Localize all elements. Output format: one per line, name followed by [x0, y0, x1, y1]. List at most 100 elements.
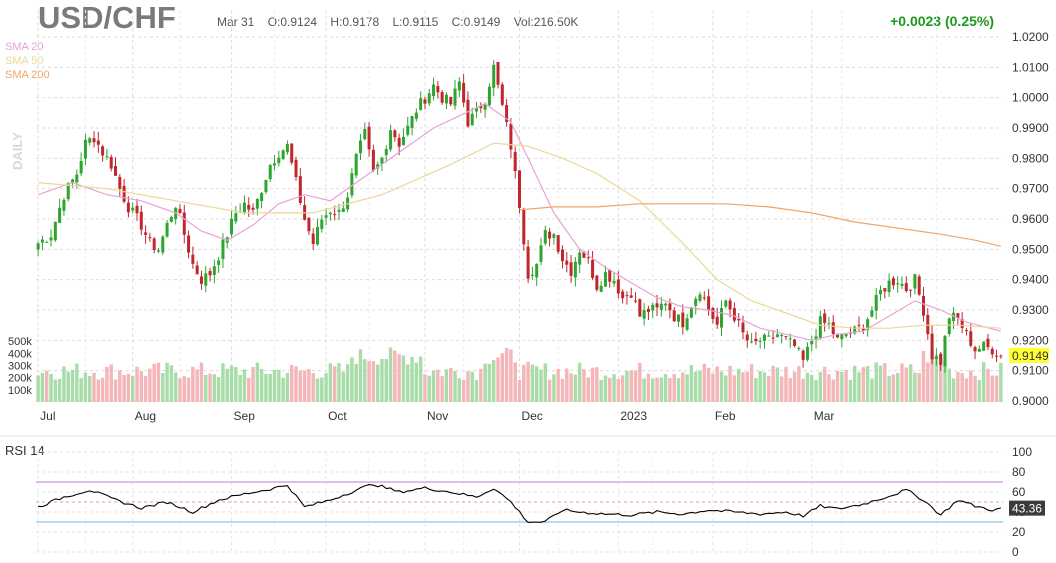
y-tick-label: 0.9200	[1012, 333, 1049, 347]
candle-body	[737, 319, 741, 321]
volume-tick-label: 300k	[8, 360, 32, 372]
candle-body	[324, 215, 328, 218]
volume-bar	[797, 366, 801, 402]
volume-bar	[728, 365, 732, 402]
volume-bar	[272, 369, 277, 402]
candle-body	[419, 98, 423, 110]
volume-bar	[818, 371, 823, 402]
candle-body	[668, 303, 672, 311]
volume-bar	[436, 369, 440, 402]
volume-bar	[603, 375, 608, 402]
volume-bar	[388, 347, 393, 402]
candle-body	[569, 262, 573, 276]
candle-body	[702, 297, 706, 299]
volume-bar	[143, 375, 148, 402]
y-tick-label: 0.9600	[1012, 212, 1049, 226]
volume-bar	[122, 374, 126, 402]
volume-bar	[345, 364, 350, 402]
sma20-line	[37, 103, 1002, 341]
candle-body	[814, 336, 818, 340]
candle-body	[135, 205, 139, 214]
candle-body	[311, 233, 315, 245]
volume-bar	[130, 375, 135, 402]
volume-bar	[994, 375, 999, 402]
volume-bar	[186, 377, 191, 402]
volume-bar	[513, 362, 517, 402]
volume-bar	[57, 378, 62, 402]
candle-body	[801, 350, 805, 360]
candle-body	[672, 310, 676, 322]
volume-bar	[934, 354, 939, 402]
volume-bar	[367, 360, 371, 402]
volume-bar	[191, 366, 195, 402]
candle-body	[900, 283, 904, 286]
candle-body	[664, 303, 668, 306]
volume-bar	[216, 377, 221, 402]
candle-body	[277, 157, 281, 164]
legend-sma20[interactable]: SMA 20	[5, 41, 44, 53]
candle-body	[990, 348, 994, 355]
candle-body	[543, 230, 547, 244]
volume-bar	[474, 380, 479, 402]
candle-body	[960, 319, 964, 328]
volume-bar	[212, 374, 217, 402]
volume-bar	[457, 378, 462, 402]
volume-bar	[977, 380, 982, 402]
volume-bar	[453, 371, 457, 402]
candle-body	[732, 308, 736, 321]
legend-sma50[interactable]: SMA 50	[5, 55, 44, 67]
volume-bar	[891, 374, 896, 402]
candle-body	[49, 237, 53, 241]
volume-bar	[466, 371, 470, 402]
volume-bar	[221, 363, 225, 402]
candle-body	[212, 266, 216, 275]
candle-body	[715, 316, 719, 325]
x-tick-label: Dec	[522, 409, 543, 423]
candle-body	[358, 140, 362, 154]
candle-body	[943, 335, 947, 367]
volume-bar	[534, 366, 539, 402]
volume-bar	[307, 368, 311, 402]
volume-bar	[732, 375, 737, 402]
candle-body	[625, 295, 629, 297]
candle-body	[917, 276, 921, 295]
volume-bar	[719, 371, 724, 402]
volume-bar	[410, 356, 414, 402]
candle-body	[634, 300, 638, 302]
x-tick-label: Aug	[135, 409, 156, 423]
candle-body	[565, 260, 569, 265]
candle-body	[616, 279, 620, 294]
volume-bar	[302, 370, 307, 402]
volume-bar	[45, 370, 49, 402]
volume-bar	[517, 380, 522, 402]
candle-body	[913, 274, 917, 289]
volume-bar	[118, 370, 122, 402]
date-label: Mar 31	[217, 15, 255, 29]
candle-body	[698, 294, 702, 301]
volume-bar	[182, 376, 186, 402]
candle-body	[66, 183, 70, 200]
volume-bar	[315, 378, 320, 402]
candle-body	[156, 250, 160, 252]
volume-bar	[762, 372, 767, 402]
candle-body	[401, 136, 405, 146]
volume-bar	[294, 366, 298, 402]
volume-bar	[418, 356, 423, 402]
y-tick-label: 0.9500	[1012, 242, 1049, 256]
volume-bar	[788, 378, 792, 402]
candle-body	[208, 271, 212, 276]
candle-body	[591, 259, 595, 279]
volume-bar	[526, 361, 530, 402]
volume-bar	[913, 372, 917, 402]
volume-bar	[861, 367, 866, 402]
candle-body	[195, 265, 199, 275]
x-tick-label: Mar	[814, 409, 835, 423]
volume-bar	[406, 364, 410, 402]
candle-body	[444, 94, 448, 104]
rsi-tick-label: 80	[1012, 465, 1026, 479]
candle-body	[595, 275, 599, 290]
volume-bar	[577, 362, 582, 402]
candle-body	[436, 86, 440, 93]
candle-body	[230, 218, 234, 235]
